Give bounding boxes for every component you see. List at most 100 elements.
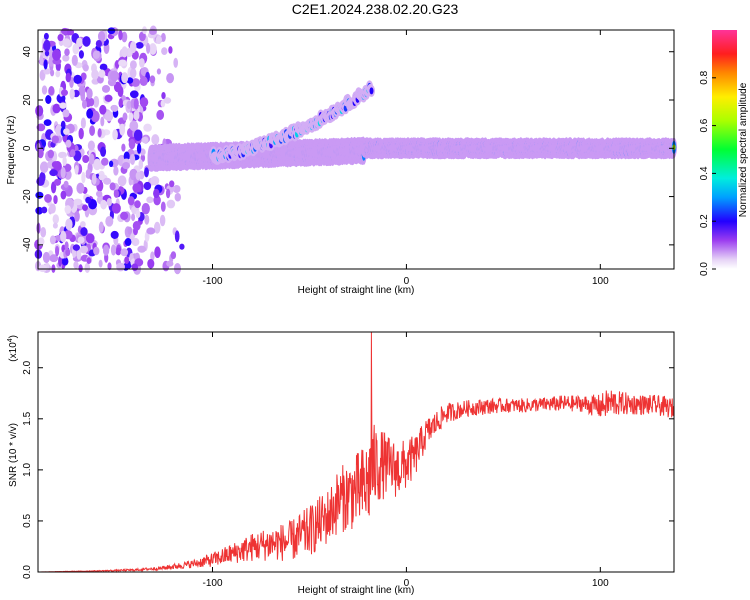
heatmap-cell-507 <box>65 72 72 83</box>
heatmap-cell-479 <box>120 211 129 220</box>
heatmap-cell-517 <box>120 248 129 257</box>
heatmap-cell-568 <box>82 36 91 47</box>
heatmap-cell-386 <box>73 74 83 85</box>
heatmap-cell-380 <box>132 220 141 231</box>
colorbar-tick-label-1: 0.2 <box>699 214 710 228</box>
heatmap-cell-411 <box>165 188 171 199</box>
heatmap-cell-173 <box>101 157 109 166</box>
heatmap-cell-383 <box>43 32 49 40</box>
heatmap-cell-281 <box>116 262 125 272</box>
heatmap-cell-111 <box>36 123 46 132</box>
heatmap-cell-544 <box>52 49 61 61</box>
heatmap-cell-429 <box>39 161 49 173</box>
snr-panel: -100 0 100 0.00.51.01.52.0 Height of strai… <box>7 331 675 596</box>
heatmap-cell-245 <box>39 55 44 66</box>
heatmap-cell-446 <box>119 123 126 136</box>
heatmap-cell-500 <box>93 246 100 256</box>
heatmap-cell-438 <box>49 254 59 263</box>
heatmap-cell-470 <box>64 205 72 214</box>
snr-y-axis-label: SNR (10 * v/v) <box>8 423 19 487</box>
heatmap-cell-541 <box>163 97 172 104</box>
snr-y-tick-label-0: 0.0 <box>22 565 33 579</box>
heatmap-cell-344 <box>118 98 123 108</box>
heatmap-cell-412 <box>121 72 129 84</box>
heatmap-cell-220 <box>49 203 56 214</box>
heatmap-cell-53 <box>174 192 182 202</box>
heatmap-cell-572 <box>47 149 55 159</box>
colorbar-gradient <box>712 30 737 269</box>
heatmap-cell-453 <box>100 199 107 210</box>
heatmap-cell-104 <box>166 199 176 209</box>
heatmap-cell-144 <box>117 175 127 187</box>
heatmap-cell-555 <box>91 173 97 185</box>
heatmap-cell-444 <box>51 161 59 169</box>
heatmap-cell-407 <box>141 203 150 215</box>
heatmap-cell-165 <box>61 257 69 266</box>
heatmap-cell-569 <box>124 256 130 264</box>
heatmap-cells <box>34 25 677 275</box>
heatmap-cell-128 <box>143 123 152 132</box>
heatmap-cell-546 <box>35 105 44 117</box>
heatmap-cell-461 <box>49 169 58 177</box>
heatmap-cell-565 <box>91 69 99 80</box>
heatmap-cell-373 <box>48 86 55 96</box>
heatmap-cell-408 <box>76 37 83 48</box>
heatmap-cell-342 <box>130 153 136 166</box>
heatmap-cell-269 <box>56 93 66 104</box>
heatmap-cell-185 <box>44 193 52 203</box>
figure-title: C2E1.2024.238.02.20.G23 <box>292 1 459 17</box>
heatmap-cell-368 <box>122 112 128 121</box>
heatmap-cell-189 <box>113 166 119 176</box>
spectrogram-x-tick-label-0: -100 <box>203 276 223 287</box>
heatmap-cell-254 <box>179 243 185 250</box>
heatmap-cell-402 <box>150 175 160 186</box>
heatmap-cell-472 <box>89 125 96 136</box>
heatmap-cell-80 <box>168 46 173 54</box>
heatmap-cell-51 <box>81 171 86 184</box>
heatmap-cell-503 <box>128 112 134 122</box>
heatmap-cell-277 <box>81 99 88 109</box>
heatmap-cell-3 <box>153 221 161 234</box>
heatmap-cell-567 <box>38 264 48 273</box>
heatmap-cell-395 <box>146 42 151 54</box>
heatmap-cell-549 <box>43 59 48 70</box>
heatmap-cell-510 <box>43 39 51 52</box>
heatmap-cell-378 <box>161 47 168 55</box>
heatmap-cell-511 <box>156 68 162 75</box>
spectrogram-y-tick-label-0: -40 <box>22 237 33 252</box>
heatmap-cell-339 <box>115 247 122 256</box>
heatmap-cell-400 <box>146 227 156 235</box>
heatmap-cell-387 <box>37 147 44 159</box>
heatmap-cell-487 <box>108 160 114 168</box>
heatmap-cell-351 <box>169 180 175 188</box>
heatmap-cell-445 <box>118 30 123 41</box>
heatmap-cell-540 <box>51 135 59 144</box>
snr-y-tick-label-4: 2.0 <box>22 360 33 374</box>
heatmap-cell-7 <box>98 259 103 268</box>
heatmap-cell-447 <box>153 188 160 199</box>
colorbar-label: Normalized spectral amplitude <box>738 82 749 217</box>
snr-x-axis-label: Height of straight line (km) <box>298 585 415 596</box>
heatmap-cell-462 <box>71 54 78 67</box>
heatmap-cell-559 <box>100 146 107 157</box>
heatmap-cell-317 <box>154 246 161 259</box>
heatmap-cell-231 <box>80 221 86 228</box>
heatmap-cell-456 <box>66 28 75 36</box>
heatmap-cell-314 <box>45 95 52 104</box>
heatmap-cell-266 <box>86 88 93 100</box>
heatmap-cell-232 <box>107 262 112 271</box>
heatmap-cell-526 <box>155 35 163 45</box>
heatmap-cell-388 <box>121 31 128 43</box>
heatmap-cell-311 <box>143 181 152 191</box>
heatmap-cell-212 <box>76 249 82 260</box>
heatmap-cell-525 <box>55 245 60 257</box>
heatmap-cell-542 <box>99 63 108 71</box>
spectrogram-y-tick-label-3: 20 <box>22 94 33 106</box>
heatmap-cell-501 <box>63 128 70 135</box>
heatmap-cell-371 <box>100 116 105 127</box>
spectrogram-y-axis-label: Frequency (Hz) <box>6 116 17 185</box>
heatmap-cell-473 <box>139 97 149 108</box>
heatmap-cell-545 <box>98 221 104 233</box>
heatmap-cell-512 <box>57 33 64 42</box>
heatmap-cell-401 <box>69 88 75 100</box>
